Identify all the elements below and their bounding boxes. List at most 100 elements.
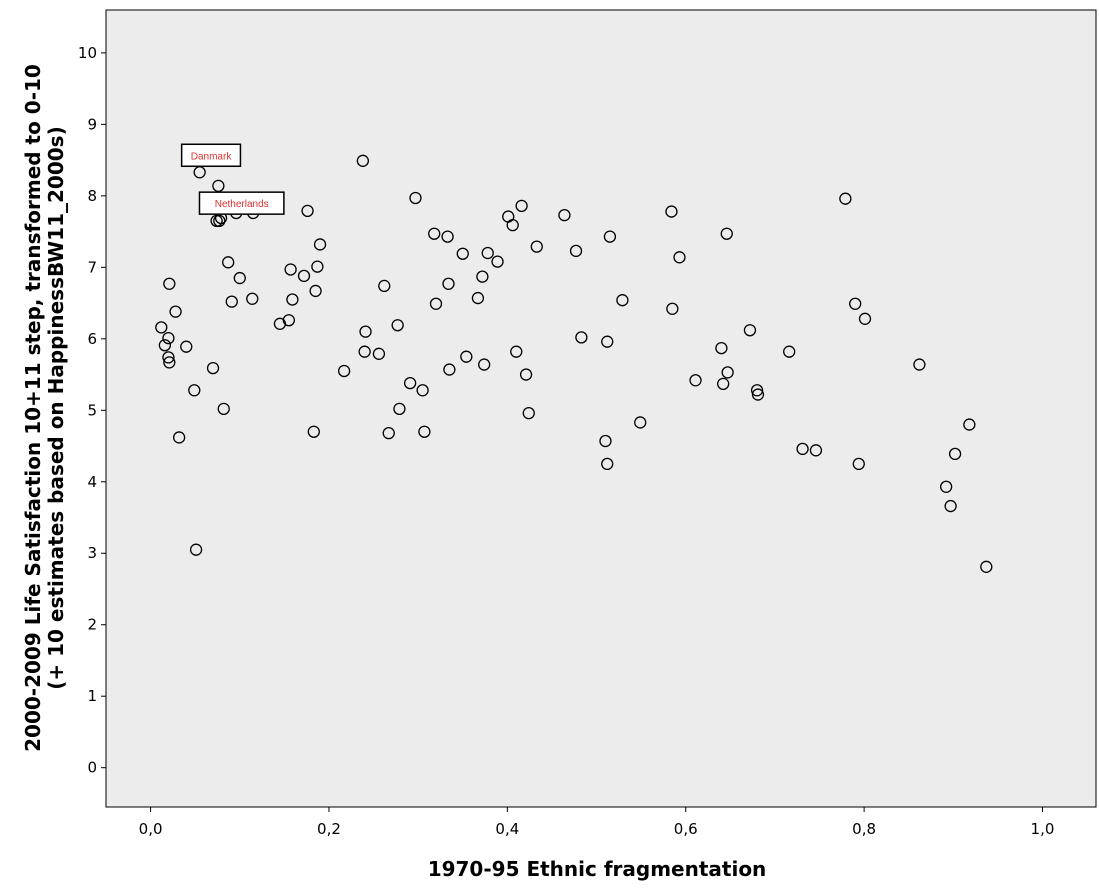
x-axis-title: 1970-95 Ethnic fragmentation: [428, 857, 767, 881]
data-point: [372, 347, 386, 360]
data-point: [720, 227, 733, 240]
data-point: [162, 331, 175, 345]
data-point: [839, 192, 852, 205]
y-tick-label: 8: [87, 187, 97, 205]
data-point: [980, 560, 993, 573]
data-point: [948, 447, 962, 461]
data-point: [852, 457, 865, 471]
data-point: [337, 364, 351, 378]
data-point: [743, 324, 757, 337]
y-tick-label: 2: [87, 616, 97, 634]
data-point: [519, 368, 533, 381]
data-point: [491, 255, 504, 268]
callout-danmark: Danmark: [180, 143, 242, 168]
callout-box: [198, 191, 285, 215]
data-point: [634, 416, 647, 429]
data-point: [569, 244, 583, 258]
data-point: [750, 384, 764, 397]
data-point: [515, 199, 528, 213]
data-point: [809, 444, 823, 457]
data-point: [442, 277, 455, 290]
data-point: [313, 238, 327, 251]
data-point: [301, 204, 314, 218]
x-tick-label: 0,8: [852, 820, 876, 838]
data-point: [471, 291, 485, 305]
data-point: [393, 402, 406, 416]
data-point: [222, 256, 235, 269]
data-point: [665, 205, 678, 218]
y-tick-label: 7: [87, 258, 97, 276]
data-point: [409, 191, 422, 205]
data-point: [403, 376, 417, 390]
data-point: [751, 388, 765, 401]
data-point: [558, 208, 571, 222]
data-point: [213, 214, 226, 228]
callout-label: Netherlands: [215, 199, 269, 210]
data-point: [522, 406, 535, 420]
data-point: [311, 260, 324, 273]
data-point: [944, 499, 957, 513]
data-point: [603, 230, 617, 243]
data-point: [575, 331, 588, 344]
data-point: [783, 345, 796, 358]
data-point: [307, 425, 320, 438]
data-point: [206, 361, 220, 375]
data-point: [172, 431, 186, 444]
data-point: [246, 292, 259, 305]
data-point: [530, 240, 543, 253]
data-point: [162, 351, 175, 364]
y-tick-label: 0: [87, 759, 97, 777]
y-tick-label: 4: [87, 473, 97, 491]
data-point: [286, 293, 299, 306]
data-point: [478, 358, 491, 371]
data-point: [180, 340, 193, 353]
x-tick-label: 0,0: [139, 820, 163, 838]
data-point: [169, 305, 182, 318]
callout-netherlands: Netherlands: [198, 191, 285, 215]
data-point: [189, 543, 203, 556]
data-point: [940, 480, 953, 493]
data-point: [284, 263, 297, 276]
data-point: [849, 297, 862, 310]
y-tick-label: 6: [87, 330, 97, 348]
data-point: [506, 219, 519, 232]
data-point: [443, 363, 456, 376]
data-point: [155, 321, 168, 334]
plot-area: [105, 9, 1097, 808]
y-tick-label: 5: [87, 401, 97, 419]
y-tick-label: 3: [87, 544, 97, 562]
data-point: [456, 247, 469, 260]
x-tick-label: 0,4: [495, 820, 519, 838]
data-point: [359, 325, 372, 338]
data-point: [717, 377, 730, 390]
data-point: [510, 345, 523, 358]
data-point: [715, 341, 728, 355]
y-tick-label: 9: [87, 115, 97, 133]
data-point: [858, 312, 872, 325]
data-point: [225, 295, 238, 308]
data-point: [601, 457, 614, 471]
data-point: [378, 279, 391, 293]
data-point: [297, 269, 311, 283]
data-point: [309, 284, 322, 298]
data-point: [666, 302, 679, 315]
y-tick-label: 10: [78, 44, 97, 62]
x-tick-label: 0,6: [674, 820, 698, 838]
annotations: Danmark Netherlands: [180, 143, 285, 215]
data-point: [721, 366, 734, 379]
data-point: [233, 271, 246, 285]
data-point: [963, 418, 976, 431]
data-point: [673, 251, 686, 264]
data-point: [212, 179, 225, 192]
data-point: [382, 427, 395, 440]
data-point: [476, 270, 489, 283]
y-axis-title-line-1: 2000-2009 Life Satisfaction 10+11 step, …: [21, 64, 45, 752]
data-points: [155, 154, 993, 573]
y-tick-label: 1: [87, 687, 97, 705]
data-point: [616, 294, 629, 307]
data-point: [481, 246, 494, 260]
data-point: [163, 277, 176, 290]
x-tick-label: 1,0: [1031, 820, 1055, 838]
data-point: [429, 297, 443, 310]
